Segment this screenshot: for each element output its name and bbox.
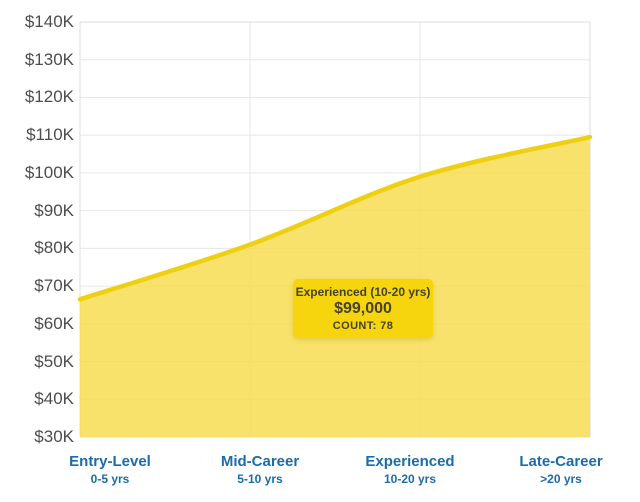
y-axis-tick-label: $80K bbox=[34, 238, 74, 258]
y-axis-tick-label: $30K bbox=[34, 427, 74, 446]
category-label: Entry-Level bbox=[69, 453, 151, 470]
y-axis-tick-label: $60K bbox=[34, 313, 74, 333]
area-chart-svg bbox=[77, 21, 593, 438]
y-axis-tick-label: $90K bbox=[34, 200, 74, 220]
category-label: Experienced bbox=[365, 453, 455, 470]
y-axis-tick-label: $130K bbox=[24, 49, 74, 69]
plot-area[interactable] bbox=[77, 21, 593, 438]
y-axis-tick-label: $70K bbox=[34, 276, 74, 296]
x-axis-category-experienced: Experienced 10-20 yrs bbox=[365, 453, 454, 486]
category-label: Mid-Career bbox=[220, 453, 300, 470]
tooltip-title: Experienced (10-20 yrs) bbox=[295, 285, 431, 299]
x-axis-category-late-career: Late-Career >20 yrs bbox=[519, 453, 602, 486]
x-axis-category-mid-career: Mid-Career 5-10 yrs bbox=[221, 453, 299, 486]
category-sublabel: >20 yrs bbox=[540, 472, 582, 486]
tooltip-value: $99,000 bbox=[334, 300, 392, 317]
category-sublabel: 5-10 yrs bbox=[237, 472, 283, 486]
category-label: Late-Career bbox=[519, 453, 603, 470]
x-axis: Entry-Level 0-5 yrs Mid-Career 5-10 yrs Expe… bbox=[0, 453, 640, 502]
category-sublabel: 10-20 yrs bbox=[383, 472, 437, 486]
tooltip-count: COUNT: 78 bbox=[332, 320, 394, 332]
tooltip: Experienced (10-20 yrs) $99,000 COUNT: 7… bbox=[293, 279, 433, 338]
y-axis-tick-label: $50K bbox=[34, 351, 74, 371]
trend-line bbox=[77, 134, 593, 302]
y-axis-tick-label: $110K bbox=[26, 125, 74, 145]
category-sublabel: 0-5 yrs bbox=[90, 472, 130, 486]
y-axis: $140K $130K $120K $110K $100K $90K $80K $70K $60… bbox=[0, 0, 75, 502]
x-axis-category-entry-level: Entry-Level 0-5 yrs bbox=[69, 453, 151, 486]
y-axis-tick-label: $100K bbox=[24, 162, 74, 182]
y-axis-tick-label: $140K bbox=[24, 12, 74, 31]
y-axis-tick-label: $120K bbox=[24, 87, 74, 107]
y-axis-tick-label: $40K bbox=[34, 389, 74, 409]
